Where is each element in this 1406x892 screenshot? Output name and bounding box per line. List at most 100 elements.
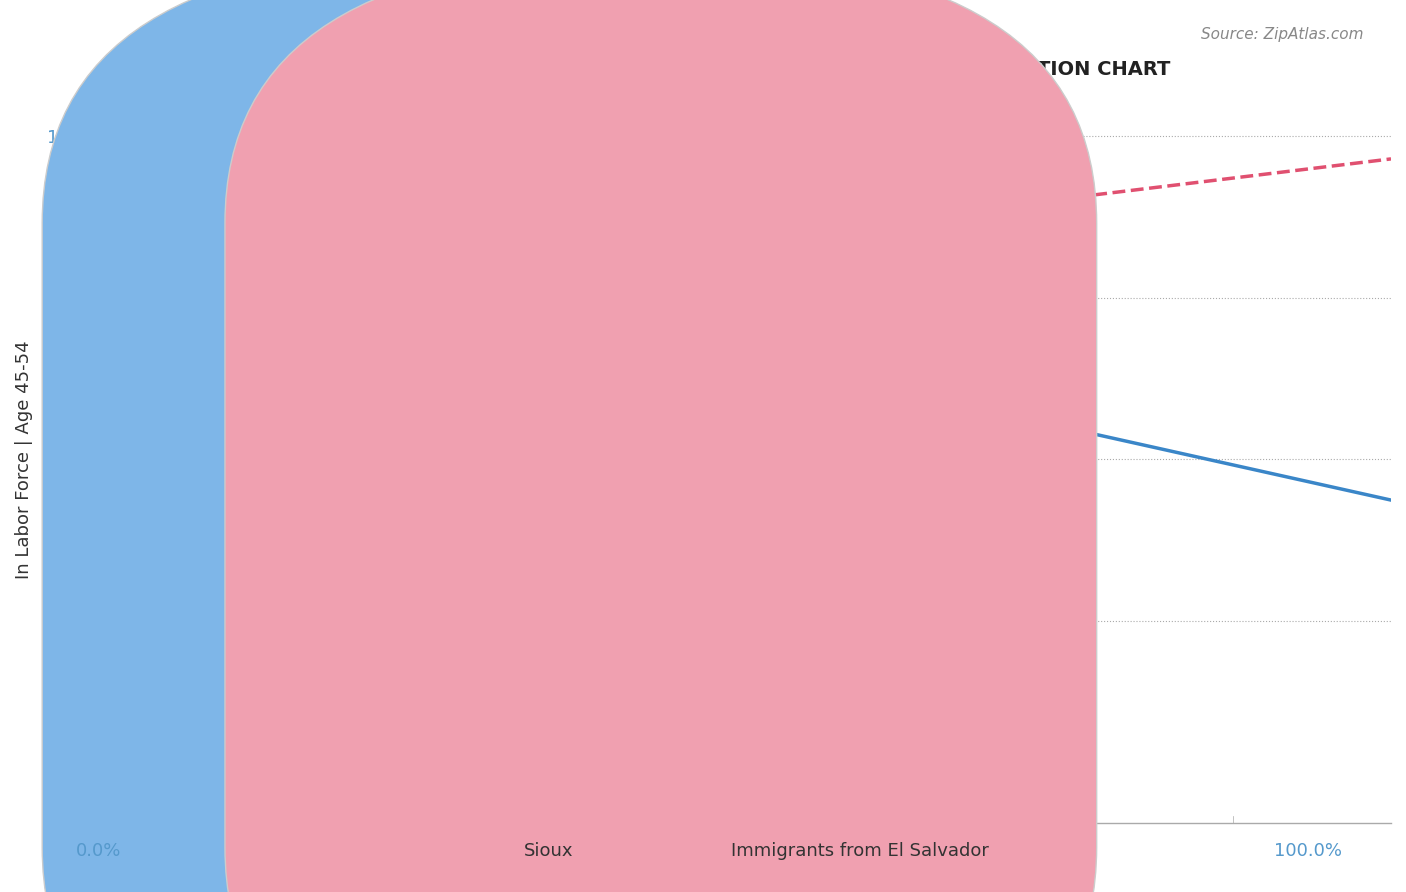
Point xyxy=(202,317,225,331)
Point xyxy=(475,357,498,371)
Point xyxy=(246,246,269,260)
Point xyxy=(807,293,830,307)
Point xyxy=(725,367,748,381)
Point xyxy=(280,227,302,242)
Point xyxy=(785,256,807,270)
Point xyxy=(366,231,388,245)
Point xyxy=(253,294,276,309)
Point xyxy=(429,168,451,182)
Point xyxy=(406,333,429,347)
Point xyxy=(426,359,449,373)
Point xyxy=(157,359,180,374)
Point xyxy=(202,257,225,271)
Point xyxy=(183,182,205,196)
Point xyxy=(187,184,209,198)
Point xyxy=(676,115,699,129)
Point xyxy=(1007,345,1029,359)
Point xyxy=(277,222,299,236)
Point xyxy=(576,361,599,376)
Point xyxy=(124,219,146,233)
Point xyxy=(139,416,162,430)
Point xyxy=(531,376,554,390)
Point xyxy=(287,244,309,258)
Point xyxy=(117,128,139,142)
Point xyxy=(506,357,529,371)
Point xyxy=(193,429,215,443)
Point xyxy=(125,260,148,275)
Point xyxy=(696,312,718,326)
Point xyxy=(134,294,156,309)
Point xyxy=(167,303,190,318)
Point xyxy=(250,302,273,317)
Point xyxy=(180,172,202,186)
Point xyxy=(269,267,291,281)
Point xyxy=(357,279,380,293)
Point xyxy=(288,351,311,366)
Point xyxy=(329,230,352,244)
Point xyxy=(284,112,307,127)
Point xyxy=(242,290,264,304)
Point xyxy=(928,285,950,300)
Point xyxy=(758,417,780,432)
Point xyxy=(402,311,425,326)
Point xyxy=(156,287,179,301)
Point xyxy=(184,415,207,429)
Point xyxy=(616,268,638,282)
Point xyxy=(485,449,508,463)
Point xyxy=(205,336,228,351)
Point xyxy=(235,279,257,293)
Point xyxy=(395,185,418,199)
Point xyxy=(242,285,264,300)
Point xyxy=(519,351,541,365)
Text: SIOUX VS IMMIGRANTS FROM EL SALVADOR IN LABOR FORCE | AGE 45-54 CORRELATION CHAR: SIOUX VS IMMIGRANTS FROM EL SALVADOR IN … xyxy=(127,60,1170,79)
Point xyxy=(415,170,437,185)
Point xyxy=(621,205,644,219)
Point xyxy=(128,230,150,244)
Point xyxy=(179,254,201,268)
Point xyxy=(176,125,198,139)
Point xyxy=(316,270,339,285)
Point xyxy=(413,279,436,293)
Point xyxy=(120,232,142,246)
Point xyxy=(460,112,482,127)
Point xyxy=(134,362,156,376)
Point xyxy=(202,301,225,316)
Point xyxy=(325,191,347,205)
Point xyxy=(314,191,336,205)
Point xyxy=(343,222,366,236)
Point xyxy=(172,347,194,361)
Point xyxy=(208,207,231,221)
Point xyxy=(408,360,430,375)
Point xyxy=(124,284,146,298)
Point xyxy=(139,257,162,271)
Point xyxy=(115,112,138,127)
Point xyxy=(156,277,179,291)
Point xyxy=(316,235,339,250)
Text: Sioux: Sioux xyxy=(523,842,574,860)
Point xyxy=(121,289,143,303)
Point xyxy=(380,112,402,127)
Point xyxy=(364,302,387,317)
Text: Immigrants from El Salvador: Immigrants from El Salvador xyxy=(731,842,988,860)
Point xyxy=(186,112,208,127)
Point xyxy=(267,225,290,239)
Point xyxy=(509,337,531,351)
Point xyxy=(288,414,311,428)
Point xyxy=(1064,478,1087,492)
Point xyxy=(266,271,288,285)
Point xyxy=(367,294,389,309)
Point xyxy=(136,112,159,127)
Point xyxy=(502,198,524,212)
Point xyxy=(329,168,352,182)
Point xyxy=(993,519,1015,533)
Point xyxy=(169,454,191,468)
Point xyxy=(262,331,284,345)
Point xyxy=(579,242,602,256)
Point xyxy=(162,300,184,314)
Point xyxy=(121,112,143,127)
Point xyxy=(347,112,370,127)
Point xyxy=(339,221,361,235)
Point xyxy=(180,186,202,201)
Point xyxy=(343,431,366,445)
Point xyxy=(457,424,479,438)
